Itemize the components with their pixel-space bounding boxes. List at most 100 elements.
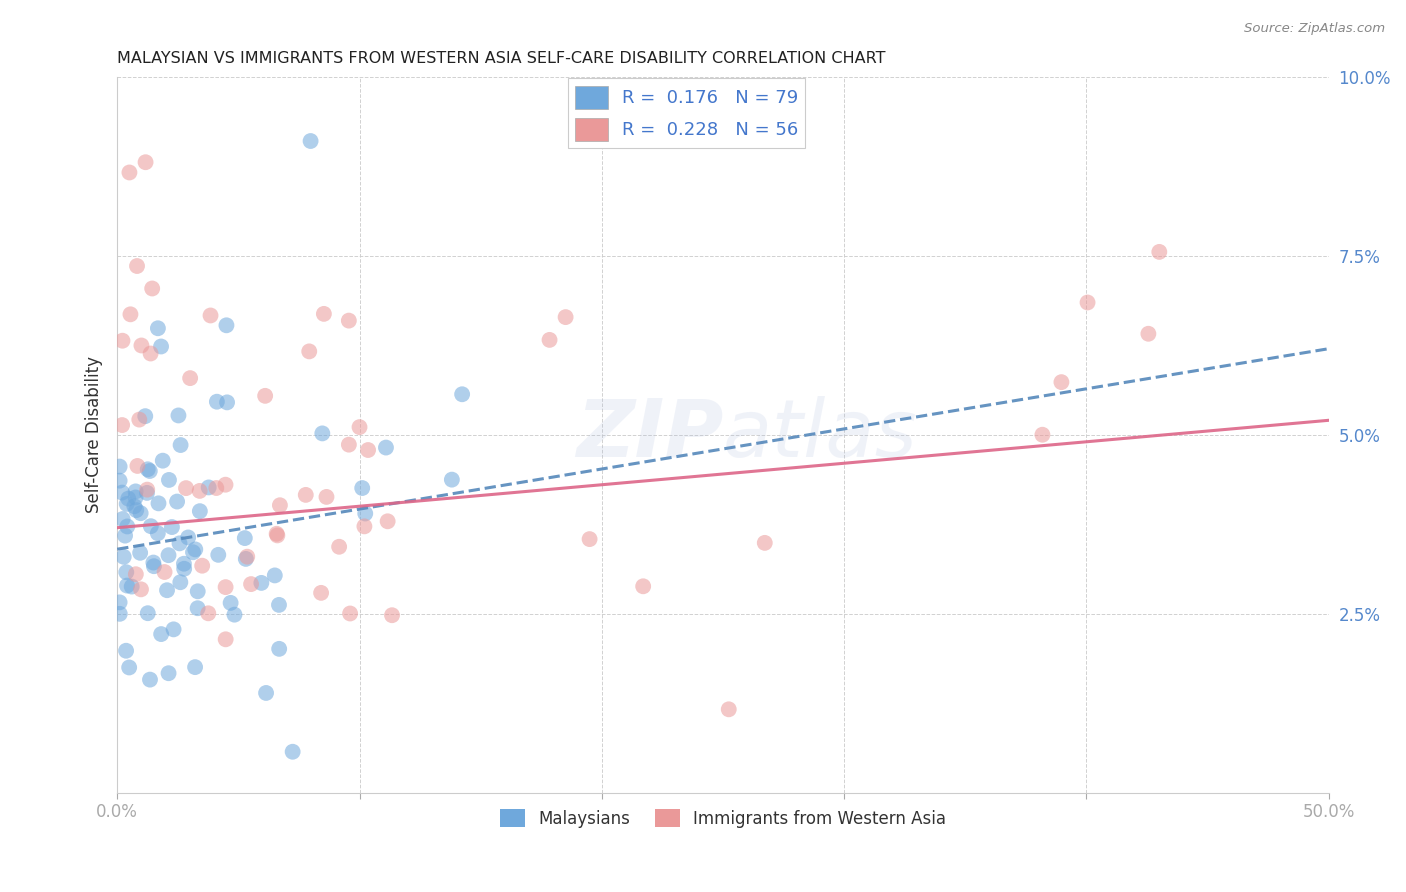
Point [146,526,169,541]
Point [125,567,148,582]
Point [267,598,290,612]
Point [139,519,162,533]
Point [197,607,219,621]
Text: atlas: atlas [723,396,918,474]
Point [139,346,162,360]
Point [205,394,228,409]
Point [127,458,149,473]
Point [160,520,183,534]
Point [125,503,148,517]
Point [191,558,214,573]
Point [139,464,162,478]
Point [118,165,141,179]
Point [112,549,135,564]
Point [354,507,377,521]
Point [1077,295,1099,310]
Point [224,607,246,622]
Point [328,540,350,554]
Point [108,595,131,609]
Point [266,526,288,541]
Point [115,497,138,511]
Point [1137,326,1160,341]
Point [177,531,200,545]
Point [169,575,191,590]
Point [312,307,335,321]
Point [538,333,561,347]
Point [184,660,207,674]
Point [375,441,398,455]
Point [236,549,259,564]
Point [157,473,180,487]
Point [181,545,204,559]
Point [115,566,138,580]
Point [200,309,222,323]
Point [162,623,184,637]
Point [266,528,288,542]
Point [353,519,375,533]
Point [235,552,257,566]
Y-axis label: Self-Care Disability: Self-Care Disability [86,356,103,513]
Point [117,491,139,506]
Point [131,338,153,352]
Point [187,584,209,599]
Point [337,437,360,451]
Point [298,344,321,359]
Point [124,484,146,499]
Point [578,532,600,546]
Point [214,477,236,491]
Point [451,387,474,401]
Point [315,490,337,504]
Point [142,559,165,574]
Point [377,514,399,528]
Point [250,575,273,590]
Point [153,565,176,579]
Point [717,702,740,716]
Point [124,491,146,505]
Point [197,480,219,494]
Point [111,334,134,348]
Point [240,577,263,591]
Point [114,528,136,542]
Text: MALAYSIAN VS IMMIGRANTS FROM WESTERN ASIA SELF-CARE DISABILITY CORRELATION CHART: MALAYSIAN VS IMMIGRANTS FROM WESTERN ASI… [117,51,886,66]
Point [125,259,148,273]
Point [111,512,134,526]
Point [219,596,242,610]
Point [156,583,179,598]
Point [148,496,170,510]
Point [115,644,138,658]
Point [184,542,207,557]
Point [111,418,134,433]
Point [134,409,156,424]
Point [309,586,332,600]
Point [205,481,228,495]
Point [173,562,195,576]
Point [1050,375,1073,389]
Point [554,310,576,325]
Point [281,745,304,759]
Point [120,307,142,321]
Point [136,483,159,497]
Point [169,536,191,550]
Point [349,420,371,434]
Point [187,601,209,615]
Point [294,488,316,502]
Point [117,519,139,533]
Legend: Malaysians, Immigrants from Western Asia: Malaysians, Immigrants from Western Asia [494,803,953,834]
Point [263,568,285,582]
Point [136,486,159,500]
Point [128,412,150,426]
Point [631,579,654,593]
Point [754,536,776,550]
Point [136,462,159,476]
Point [129,506,152,520]
Point [337,313,360,327]
Point [152,453,174,467]
Point [352,481,374,495]
Point [108,607,131,621]
Text: ZIP: ZIP [575,396,723,474]
Point [135,155,157,169]
Point [188,504,211,518]
Point [166,494,188,508]
Point [215,632,238,647]
Point [142,556,165,570]
